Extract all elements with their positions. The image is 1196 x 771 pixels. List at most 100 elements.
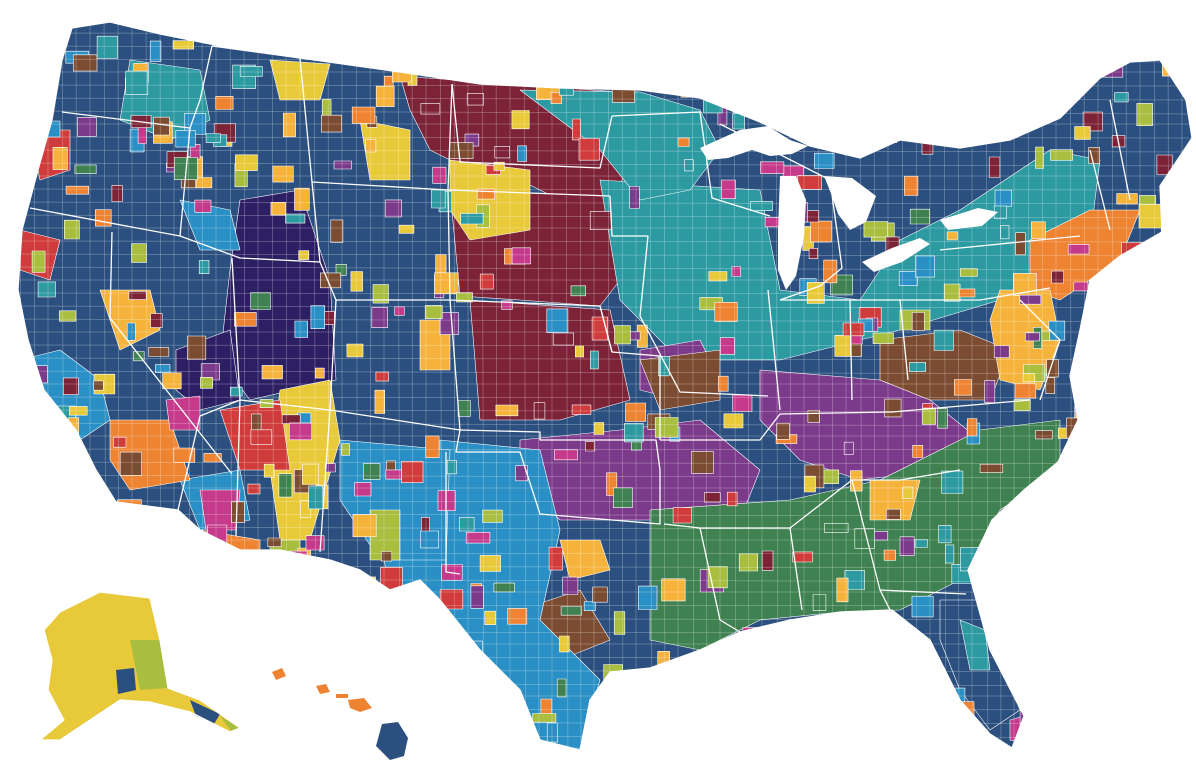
county-cell — [310, 305, 325, 330]
county-cell — [162, 372, 182, 390]
county-cell — [732, 675, 744, 695]
county-cell — [285, 213, 306, 224]
county-cell — [150, 313, 163, 328]
county-cell — [205, 133, 221, 143]
hawaii-molokai — [336, 694, 348, 698]
hawaii-oahu — [316, 684, 330, 694]
county-cell — [175, 130, 196, 148]
county-cell — [843, 441, 854, 455]
county-cell — [968, 107, 983, 118]
county-cell — [836, 577, 849, 603]
county-cell — [1040, 330, 1051, 341]
county-cell — [1103, 563, 1119, 582]
county-cell — [556, 678, 567, 698]
county-cell — [375, 85, 395, 107]
county-cell — [823, 259, 838, 284]
county-cell — [583, 601, 596, 611]
county-cell — [707, 566, 728, 589]
county-cell — [808, 680, 820, 701]
county-cell — [425, 435, 440, 458]
county-cell — [995, 599, 1015, 624]
county-cell — [365, 138, 377, 153]
county-cell — [615, 721, 625, 738]
county-cell — [729, 727, 747, 740]
county-cell — [374, 389, 385, 414]
county-cell — [806, 281, 825, 304]
county-cell — [1120, 260, 1141, 278]
county-cell — [1136, 103, 1153, 127]
county-cell — [1109, 596, 1131, 610]
county-cell — [231, 638, 247, 658]
county-cell — [128, 290, 147, 300]
county-cell — [74, 164, 97, 174]
lake-michigan — [778, 176, 806, 290]
county-cell — [863, 221, 889, 238]
county-cell — [621, 54, 637, 66]
county-cell — [83, 566, 100, 579]
county-cell — [742, 627, 765, 641]
county-cell — [807, 410, 821, 423]
county-cell — [684, 159, 694, 172]
county-cell — [148, 347, 170, 357]
county-cell — [1117, 591, 1133, 602]
county-cell — [885, 508, 901, 520]
county-cell — [1050, 149, 1074, 161]
county-cell — [782, 35, 792, 47]
county-cell — [1140, 35, 1156, 53]
alaska-fill — [40, 592, 240, 740]
county-cell — [584, 36, 596, 59]
county-cell — [427, 678, 438, 688]
county-cell — [849, 335, 863, 345]
county-cell — [1140, 588, 1165, 602]
county-cell — [902, 486, 914, 499]
county-cell — [803, 475, 816, 493]
county-cell — [611, 84, 635, 103]
county-cell — [168, 538, 192, 561]
county-cell — [941, 40, 963, 56]
county-cell — [1031, 221, 1046, 239]
county-cell — [1005, 555, 1023, 579]
county-cell — [570, 285, 586, 297]
county-cell — [190, 555, 205, 565]
county-cell — [1169, 610, 1186, 630]
county-cell — [824, 522, 849, 533]
county-cell — [493, 161, 505, 171]
county-cell — [1165, 552, 1189, 572]
county-cell — [606, 472, 618, 496]
county-cell — [559, 77, 574, 96]
county-cell — [808, 248, 818, 260]
county-cell — [351, 106, 376, 124]
county-cell — [1051, 270, 1064, 284]
county-cell — [272, 165, 294, 183]
county-cell — [532, 713, 557, 723]
county-cell — [658, 355, 670, 377]
county-cell — [911, 595, 934, 618]
hawaii — [272, 668, 408, 760]
county-cell — [734, 81, 756, 105]
county-cell — [251, 413, 262, 433]
county-cell — [149, 40, 162, 62]
county-cell — [433, 697, 456, 708]
county-cell — [914, 539, 928, 548]
lake-huron — [824, 176, 876, 230]
county-cell — [230, 386, 243, 397]
county-cell — [1074, 405, 1097, 419]
county-cell — [720, 337, 735, 355]
lake-ontario — [940, 208, 998, 230]
county-cell — [1054, 500, 1069, 521]
county-cell — [200, 644, 212, 663]
county-cell — [243, 691, 261, 707]
county-cell — [318, 576, 332, 596]
county-cell — [612, 487, 633, 508]
county-cell — [540, 698, 553, 714]
county-cell — [959, 268, 978, 277]
county-cell — [1073, 281, 1089, 292]
county-cell — [465, 531, 491, 544]
county-cell — [335, 263, 347, 276]
county-cell — [613, 611, 626, 635]
county-cell — [1083, 384, 1105, 398]
county-cell — [935, 723, 946, 740]
county-cell — [550, 92, 562, 104]
county-cell — [199, 667, 211, 688]
county-cell — [408, 48, 425, 62]
